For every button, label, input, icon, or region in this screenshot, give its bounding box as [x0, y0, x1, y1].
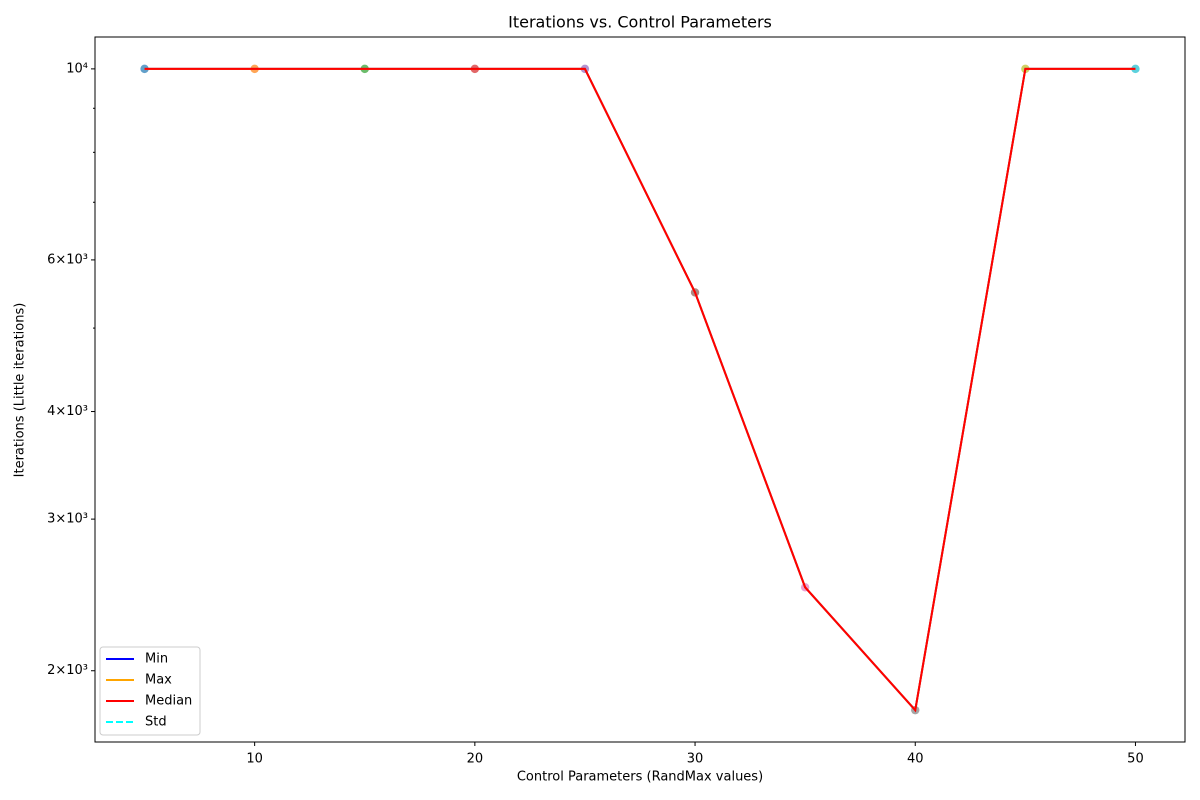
legend-label: Min	[145, 652, 168, 667]
y-tick-label: 4×10³	[47, 404, 88, 419]
x-axis-label: Control Parameters (RandMax values)	[517, 770, 763, 785]
legend-box	[99, 646, 201, 736]
x-tick-label: 50	[1127, 752, 1144, 767]
y-tick-label: 10⁴	[66, 61, 88, 76]
chart-title: Iterations vs. Control Parameters	[508, 13, 772, 32]
y-axis-label: Iterations (Little iterations)	[13, 303, 28, 478]
series-line	[144, 67, 1136, 713]
x-tick-label: 40	[907, 752, 924, 767]
y-tick-label: 2×10³	[47, 663, 88, 678]
x-tick-label: 20	[467, 752, 484, 767]
plot-frame	[94, 36, 1186, 743]
x-tick-label: 30	[687, 752, 704, 767]
x-tick-label: 10	[246, 752, 263, 767]
y-tick-label: 6×10³	[47, 252, 88, 267]
legend-label: Median	[145, 694, 192, 709]
y-tick-label: 3×10³	[47, 512, 88, 527]
legend-label: Max	[145, 673, 172, 688]
legend-label: Std	[145, 715, 167, 730]
